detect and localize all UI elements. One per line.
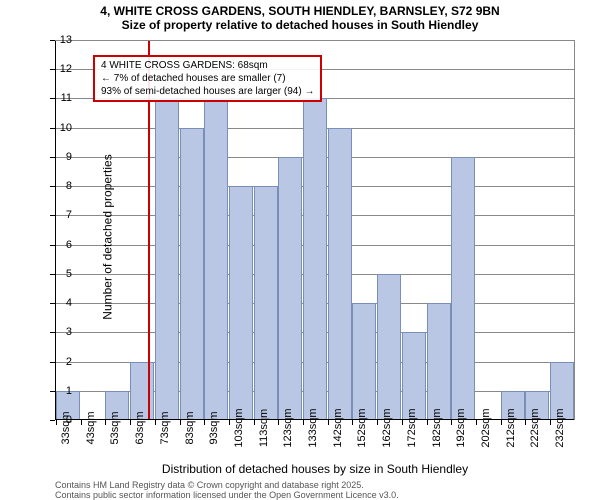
y-tick-label: 1 <box>52 385 72 397</box>
x-tick-mark <box>377 420 378 425</box>
histogram-bar <box>377 274 401 420</box>
chart-title-line2: Size of property relative to detached ho… <box>0 18 600 32</box>
y-axis-label: Number of detached properties <box>101 154 115 319</box>
x-tick-label: 202sqm <box>480 408 492 447</box>
x-tick-label: 113sqm <box>258 409 270 447</box>
histogram-bar <box>427 303 451 420</box>
x-tick-mark <box>155 420 156 425</box>
x-tick-label: 83sqm <box>184 411 196 444</box>
annotation-line2: ← 7% of detached houses are smaller (7) <box>101 72 314 85</box>
footer-line1: Contains HM Land Registry data © Crown c… <box>55 480 364 490</box>
x-tick-mark <box>81 420 82 425</box>
x-tick-label: 73sqm <box>159 411 171 444</box>
x-tick-mark <box>278 420 279 425</box>
x-tick-mark <box>476 420 477 425</box>
x-tick-label: 123sqm <box>282 408 294 447</box>
histogram-bar <box>402 332 426 420</box>
histogram-bar <box>229 186 253 420</box>
y-tick-label: 4 <box>52 297 72 309</box>
x-tick-mark <box>451 420 452 425</box>
x-tick-label: 162sqm <box>381 408 393 447</box>
annotation-line1: 4 WHITE CROSS GARDENS: 68sqm <box>101 59 314 72</box>
histogram-bar <box>352 303 376 420</box>
x-tick-mark <box>501 420 502 425</box>
histogram-bar <box>303 98 327 420</box>
y-tick-label: 10 <box>52 122 72 134</box>
x-tick-mark <box>204 420 205 425</box>
x-tick-label: 192sqm <box>455 408 467 447</box>
x-tick-label: 212sqm <box>505 408 517 447</box>
x-tick-label: 222sqm <box>529 408 541 447</box>
histogram-bar <box>451 157 475 420</box>
x-tick-label: 63sqm <box>134 411 146 444</box>
histogram-bar <box>254 186 278 420</box>
histogram-bar <box>328 128 352 420</box>
histogram-bar <box>155 98 179 420</box>
x-tick-label: 172sqm <box>406 408 418 447</box>
x-tick-label: 133sqm <box>307 408 319 447</box>
histogram-bar <box>180 128 204 420</box>
x-tick-mark <box>352 420 353 425</box>
y-tick-label: 12 <box>52 63 72 75</box>
y-tick-label: 3 <box>52 326 72 338</box>
x-tick-mark <box>328 420 329 425</box>
x-tick-mark <box>550 420 551 425</box>
y-tick-label: 9 <box>52 151 72 163</box>
x-tick-mark <box>229 420 230 425</box>
x-tick-label: 53sqm <box>109 411 121 444</box>
top-border <box>55 40 575 41</box>
x-tick-mark <box>180 420 181 425</box>
x-tick-mark <box>130 420 131 425</box>
histogram-bar <box>278 157 302 420</box>
x-axis-label: Distribution of detached houses by size … <box>55 462 575 476</box>
x-tick-label: 142sqm <box>332 408 344 447</box>
annotation-line3: 93% of semi-detached houses are larger (… <box>101 85 314 98</box>
y-tick-label: 2 <box>52 356 72 368</box>
y-tick-label: 8 <box>52 180 72 192</box>
chart-title-line1: 4, WHITE CROSS GARDENS, SOUTH HIENDLEY, … <box>0 4 600 18</box>
annotation-box: 4 WHITE CROSS GARDENS: 68sqm← 7% of deta… <box>93 55 322 102</box>
y-tick-label: 7 <box>52 209 72 221</box>
x-tick-label: 152sqm <box>356 408 368 447</box>
x-tick-label: 232sqm <box>554 408 566 447</box>
x-tick-label: 43sqm <box>85 411 97 444</box>
y-tick-label: 13 <box>52 34 72 46</box>
chart-plot-area: 4 WHITE CROSS GARDENS: 68sqm← 7% of deta… <box>55 40 575 420</box>
x-tick-mark <box>525 420 526 425</box>
footer-line2: Contains public sector information licen… <box>55 490 399 500</box>
x-tick-mark <box>254 420 255 425</box>
x-tick-label: 103sqm <box>233 408 245 447</box>
x-tick-mark <box>105 420 106 425</box>
x-tick-label: 93sqm <box>208 411 220 444</box>
right-border <box>574 40 575 420</box>
x-tick-label: 182sqm <box>431 408 443 447</box>
histogram-bar <box>204 98 228 420</box>
y-tick-label: 11 <box>52 92 72 104</box>
x-tick-mark <box>402 420 403 425</box>
y-tick-label: 6 <box>52 239 72 251</box>
x-tick-mark <box>303 420 304 425</box>
x-tick-label: 33sqm <box>60 411 72 444</box>
x-tick-mark <box>427 420 428 425</box>
y-tick-label: 5 <box>52 268 72 280</box>
